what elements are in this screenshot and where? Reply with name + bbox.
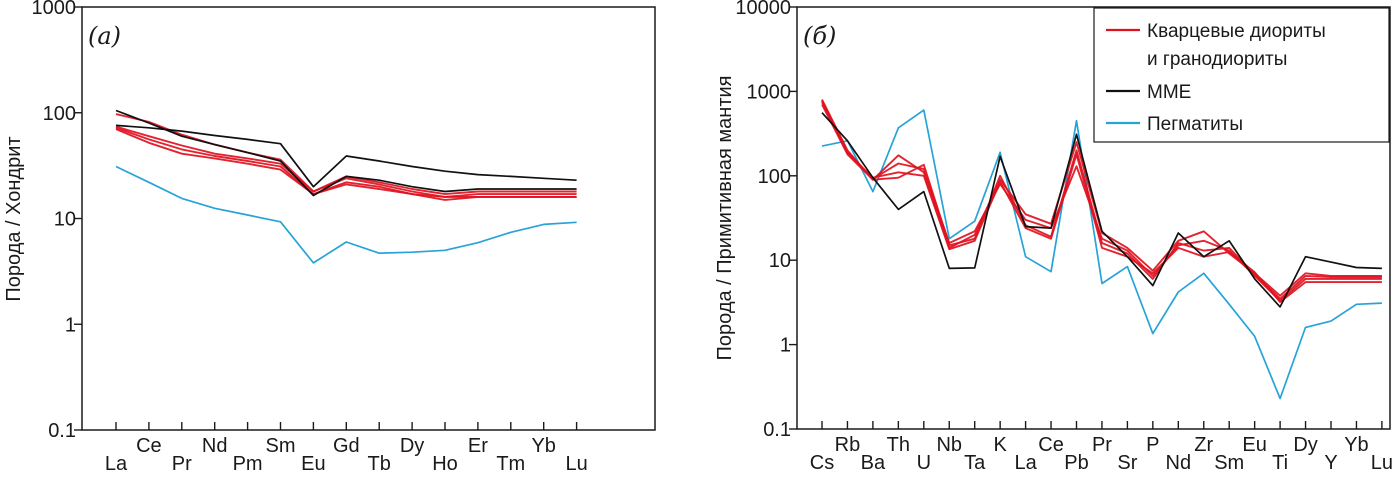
y-tick-label: 10000 bbox=[735, 0, 791, 19]
y-tick-label: 1 bbox=[65, 314, 76, 336]
series-line-mme-1 bbox=[821, 112, 1382, 308]
legend-label-mme: MME bbox=[1147, 82, 1191, 103]
x-category-label-p: P bbox=[1146, 434, 1159, 456]
legend-label-granitoids-line2: и гранодиориты bbox=[1147, 49, 1287, 70]
series-line-granitoids-3 bbox=[115, 128, 577, 201]
x-category-label-lu: Lu bbox=[565, 453, 587, 473]
x-category-label-pm: Pm bbox=[233, 453, 263, 473]
x-category-label-yb: Yb bbox=[1344, 434, 1368, 456]
y-tick-label: 10 bbox=[769, 250, 791, 272]
series-line-mme-1 bbox=[115, 109, 577, 197]
x-category-label-nb: Nb bbox=[936, 434, 962, 456]
x-category-label-tm: Tm bbox=[496, 453, 525, 473]
series-line-granitoids-2 bbox=[821, 101, 1382, 302]
x-category-label-la: La bbox=[1014, 452, 1037, 473]
panel-b-label: (б) bbox=[803, 22, 836, 50]
x-category-label-u: U bbox=[917, 452, 931, 473]
x-category-label-er: Er bbox=[468, 435, 488, 457]
panel-a-y-axis-title: Порода / Хондрит bbox=[3, 136, 25, 301]
panel-a-chondrite-ree-plot: Порода / Хондрит 0.1 1 10 100 1000 La Ce Pr NdP… bbox=[3, 0, 656, 475]
y-tick-label: 1000 bbox=[747, 81, 792, 103]
panel-b-plot-frame bbox=[796, 6, 1391, 430]
x-category-label-pr: Pr bbox=[172, 453, 192, 473]
x-category-label-zr: Zr bbox=[1194, 434, 1213, 456]
x-category-label-rb: Rb bbox=[835, 434, 861, 456]
x-category-label-ta: Ta bbox=[964, 452, 986, 473]
legend-label-granitoids-line1: Кварцевые диориты bbox=[1147, 21, 1326, 42]
series-line-pegmatites-1 bbox=[115, 165, 577, 264]
y-tick-label: 100 bbox=[43, 103, 76, 125]
legend: Кварцевые диориты и гранодиориты MME Пег… bbox=[1093, 7, 1390, 143]
x-category-label-nd: Nd bbox=[202, 435, 228, 457]
x-category-label-th: Th bbox=[887, 434, 910, 456]
x-category-label-cs: Cs bbox=[810, 452, 834, 473]
x-category-label-ce: Ce bbox=[136, 435, 162, 457]
x-category-label-nd: Nd bbox=[1166, 452, 1192, 473]
x-category-label-ti: Ti bbox=[1272, 452, 1288, 473]
panel-b-y-axis-title: Порода / Примитивная мантия bbox=[714, 76, 736, 361]
x-category-label-y: Y bbox=[1324, 452, 1337, 473]
x-category-label-eu: Eu bbox=[301, 453, 325, 473]
y-tick-label: 0.1 bbox=[48, 420, 76, 442]
panel-b-primitive-mantle-spider-plot: Порода / Примитивная мантия 0.1 1 10 100 100… bbox=[714, 0, 1393, 474]
y-tick-label: 10 bbox=[54, 209, 76, 231]
legend-box bbox=[1093, 7, 1390, 143]
panel-a-label: (a) bbox=[88, 22, 121, 50]
panel-a-plot-frame bbox=[81, 6, 656, 431]
series-line-granitoids-4 bbox=[115, 125, 577, 198]
x-category-label-ho: Ho bbox=[432, 453, 458, 473]
x-category-label-ce: Ce bbox=[1038, 434, 1064, 456]
x-category-label-sm: Sm bbox=[266, 435, 296, 457]
x-category-label-dy: Dy bbox=[400, 435, 424, 457]
series-line-mme-2 bbox=[115, 124, 577, 188]
x-category-label-dy: Dy bbox=[1293, 434, 1317, 456]
series-line-pegmatites-1 bbox=[821, 109, 1382, 400]
y-tick-label: 1 bbox=[780, 335, 791, 357]
x-category-label-yb: Yb bbox=[531, 435, 555, 457]
x-category-label-tb: Tb bbox=[368, 453, 391, 473]
series-line-granitoids-2 bbox=[115, 126, 577, 198]
x-category-label-lu: Lu bbox=[1371, 452, 1393, 473]
x-category-label-sr: Sr bbox=[1117, 452, 1137, 473]
y-tick-label: 100 bbox=[758, 166, 791, 188]
x-category-label-eu: Eu bbox=[1242, 434, 1266, 456]
x-category-label-k: K bbox=[993, 434, 1007, 456]
x-category-label-pr: Pr bbox=[1092, 434, 1112, 456]
x-category-label-pb: Pb bbox=[1064, 452, 1088, 473]
x-category-label-sm: Sm bbox=[1214, 452, 1244, 473]
legend-label-pegmatites: Пегматиты bbox=[1147, 114, 1243, 135]
x-category-label-ba: Ba bbox=[861, 452, 886, 473]
x-category-label-gd: Gd bbox=[333, 435, 360, 457]
y-tick-label: 0.1 bbox=[763, 419, 791, 441]
series-line-granitoids-4 bbox=[821, 100, 1382, 303]
x-category-label-la: La bbox=[105, 453, 128, 473]
y-tick-label: 1000 bbox=[32, 0, 77, 19]
